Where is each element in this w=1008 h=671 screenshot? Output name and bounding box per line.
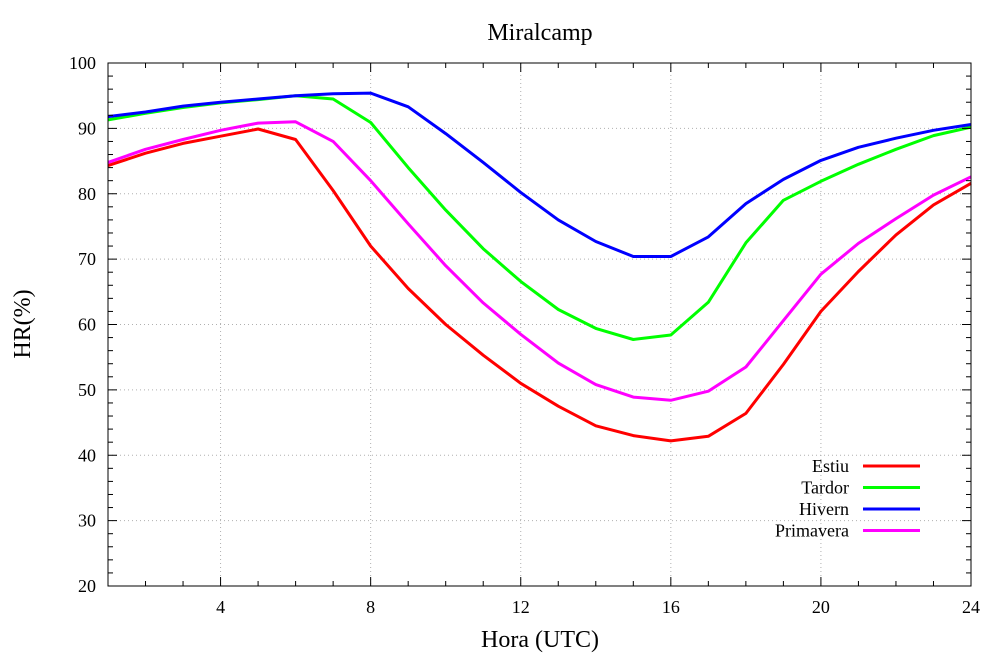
chart-title: Miralcamp (487, 20, 592, 46)
x-tick-label: 8 (366, 597, 375, 617)
x-tick-label: 12 (512, 597, 530, 617)
x-tick-label: 20 (812, 597, 830, 617)
y-tick-labels: 20 30 40 50 60 70 80 90 100 (69, 53, 96, 596)
y-tick-label: 100 (69, 53, 96, 73)
legend-label: Estiu (812, 456, 849, 476)
series-lines (107, 91, 972, 443)
y-axis-title: HR(%) (10, 289, 36, 358)
axis-ticks (107, 62, 972, 587)
x-axis-title: Hora (UTC) (481, 627, 599, 653)
legend-label: Tardor (801, 478, 849, 498)
y-tick-label: 70 (78, 249, 96, 269)
x-tick-label: 16 (662, 597, 680, 617)
y-tick-label: 60 (78, 315, 96, 335)
y-tick-label: 30 (78, 511, 96, 531)
x-tick-label: 24 (962, 597, 980, 617)
y-tick-label: 50 (78, 380, 96, 400)
y-tick-label: 40 (78, 445, 96, 465)
legend-label: Hivern (799, 499, 849, 519)
x-tick-label: 4 (216, 597, 225, 617)
series-line-hivern (107, 91, 972, 258)
series-line-estiu (107, 127, 972, 443)
y-tick-label: 20 (78, 576, 96, 596)
y-tick-label: 90 (78, 118, 96, 138)
series-line-primavera (107, 120, 972, 402)
legend-label: Primavera (775, 521, 849, 541)
x-tick-labels: 4 8 12 16 20 24 (216, 597, 980, 617)
y-tick-label: 80 (78, 184, 96, 204)
